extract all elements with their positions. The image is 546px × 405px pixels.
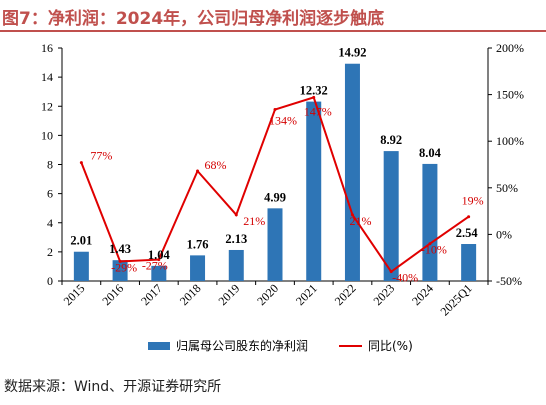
legend-label-line: 同比(%) bbox=[368, 339, 413, 353]
chart-title: 图7：净利润：2024年，公司归母净利润逐步触底 bbox=[2, 9, 385, 29]
bar-net-profit bbox=[422, 163, 438, 281]
line-point-yoy bbox=[157, 258, 161, 262]
line-point-yoy bbox=[312, 95, 316, 99]
y-left-tick-label: 8 bbox=[47, 158, 53, 172]
line-pct-label: 21% bbox=[243, 214, 265, 228]
legend-label-bar: 归属母公司股东的净利润 bbox=[176, 338, 308, 353]
bar-net-profit bbox=[73, 251, 89, 281]
line-pct-label: -27% bbox=[142, 259, 168, 273]
bar-value-label: 8.92 bbox=[380, 133, 402, 147]
line-pct-label: 147% bbox=[304, 104, 332, 118]
x-tick-label: 2022 bbox=[332, 281, 359, 308]
bar-value-label: 8.04 bbox=[419, 146, 442, 160]
x-tick-label: 2023 bbox=[370, 281, 397, 308]
x-tick-label: 2024 bbox=[409, 281, 436, 308]
bar-net-profit bbox=[461, 244, 477, 281]
line-pct-label: 77% bbox=[90, 149, 112, 163]
source-note: 数据来源：Wind、开源证券研究所 bbox=[4, 379, 222, 395]
bar-net-profit bbox=[190, 255, 206, 281]
bar-value-label: 4.99 bbox=[264, 190, 286, 204]
y-right-tick-label: 50% bbox=[496, 181, 518, 195]
y-left-tick-label: 0 bbox=[47, 274, 53, 288]
bar-net-profit bbox=[267, 208, 283, 281]
bar-net-profit bbox=[383, 151, 399, 281]
line-pct-label: 68% bbox=[205, 158, 227, 172]
line-pct-label: 21% bbox=[349, 214, 371, 228]
y-right-tick-label: 0% bbox=[496, 227, 512, 241]
line-pct-label: 134% bbox=[269, 114, 297, 128]
y-right-tick-label: -50% bbox=[496, 274, 522, 288]
line-point-yoy bbox=[467, 215, 471, 219]
y-left-tick-label: 16 bbox=[41, 41, 53, 55]
x-tick-label: 2021 bbox=[293, 281, 320, 308]
bar-value-label: 2.54 bbox=[456, 226, 479, 240]
line-point-yoy bbox=[234, 213, 238, 217]
line-point-yoy bbox=[79, 161, 83, 165]
y-left-tick-label: 14 bbox=[41, 70, 53, 84]
x-tick-label: 2019 bbox=[216, 281, 243, 308]
x-tick-label: 2016 bbox=[99, 281, 126, 308]
x-tick-label: 2025Q1 bbox=[438, 281, 475, 318]
y-right-tick-label: 100% bbox=[496, 134, 524, 148]
bar-value-label: 2.01 bbox=[70, 234, 92, 248]
line-point-yoy bbox=[389, 270, 393, 274]
y-left-tick-label: 2 bbox=[47, 245, 53, 259]
line-point-yoy bbox=[350, 213, 354, 217]
line-pct-label: -29% bbox=[111, 260, 137, 274]
title-bar: 图7：净利润：2024年，公司归母净利润逐步触底 bbox=[0, 0, 546, 32]
y-right-tick-label: 150% bbox=[496, 88, 524, 102]
y-right-tick-label: 200% bbox=[496, 41, 524, 55]
line-pct-label: -10% bbox=[421, 243, 447, 257]
bar-net-profit bbox=[112, 260, 128, 281]
y-left-tick-label: 4 bbox=[47, 216, 53, 230]
y-left-tick-label: 6 bbox=[47, 187, 53, 201]
line-point-yoy bbox=[196, 169, 200, 173]
bar-value-label: 1.04 bbox=[148, 248, 171, 262]
bar-net-profit bbox=[306, 101, 322, 281]
bar-net-profit bbox=[344, 63, 360, 281]
bar-value-label: 12.32 bbox=[300, 84, 328, 98]
x-tick-label: 2017 bbox=[138, 281, 165, 308]
x-tick-label: 2018 bbox=[177, 281, 204, 308]
bar-value-label: 14.92 bbox=[338, 46, 366, 60]
line-point-yoy bbox=[273, 108, 277, 112]
x-tick-label: 2020 bbox=[254, 281, 281, 308]
bar-net-profit bbox=[151, 265, 167, 281]
bar-value-label: 1.43 bbox=[109, 242, 131, 256]
bar-value-label: 1.76 bbox=[187, 237, 209, 251]
line-point-yoy bbox=[428, 242, 432, 246]
legend-swatch-bar bbox=[148, 342, 170, 350]
bar-value-label: 2.13 bbox=[225, 232, 247, 246]
line-pct-label: -40% bbox=[392, 271, 418, 285]
x-tick-label: 2015 bbox=[61, 281, 88, 308]
y-left-tick-label: 10 bbox=[41, 128, 53, 142]
y-left-tick-label: 12 bbox=[41, 99, 53, 113]
line-pct-label: 19% bbox=[462, 194, 484, 208]
line-point-yoy bbox=[118, 259, 122, 263]
bar-net-profit bbox=[228, 249, 244, 281]
